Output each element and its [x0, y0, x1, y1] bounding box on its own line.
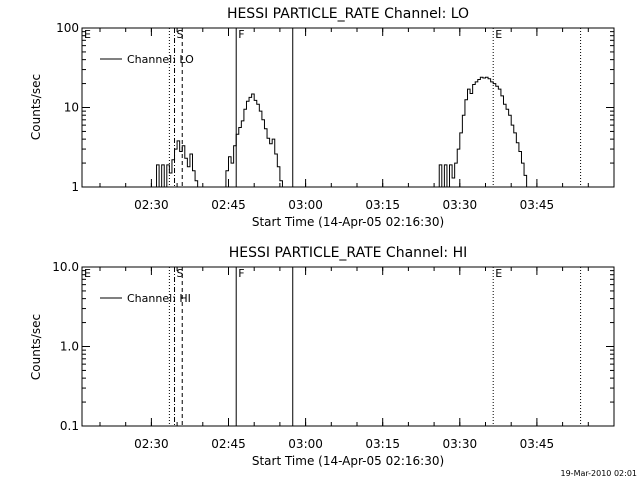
legend-label: Channel: HI	[127, 292, 191, 305]
legend-label: Channel: LO	[127, 53, 194, 66]
x-tick-label: 03:00	[288, 198, 323, 212]
series-line-0	[153, 76, 530, 188]
event-marker-label: F	[238, 28, 244, 41]
chart-title: HESSI PARTICLE_RATE Channel: LO	[227, 6, 469, 22]
x-axis-label: Start Time (14-Apr-05 02:16:30)	[252, 454, 444, 468]
y-axis-label: Counts/sec	[29, 314, 43, 380]
event-marker-label: E	[495, 28, 502, 41]
x-tick-label: 02:30	[134, 437, 169, 451]
y-tick-label: 10	[64, 101, 79, 115]
x-tick-label: 03:15	[365, 437, 400, 451]
y-tick-label: 1	[71, 180, 79, 194]
x-tick-label: 03:45	[520, 198, 555, 212]
x-tick-label: 03:30	[443, 198, 478, 212]
plot-frame	[81, 266, 615, 427]
event-marker-label: E	[495, 267, 502, 280]
chart-panel-1: HESSI PARTICLE_RATE Channel: HI E S F E 02:30…	[29, 245, 615, 468]
event-marker-label: S	[177, 267, 184, 280]
x-axis-label: Start Time (14-Apr-05 02:16:30)	[252, 215, 444, 229]
x-tick-label: 02:30	[134, 198, 169, 212]
footer-timestamp: 19-Mar-2010 02:01	[561, 469, 638, 478]
y-tick-label: 1.0	[60, 340, 79, 354]
x-tick-label: 03:45	[520, 437, 555, 451]
y-tick-label: 10.0	[52, 260, 79, 274]
x-tick-label: 03:00	[288, 437, 323, 451]
event-marker-label: E	[84, 267, 91, 280]
x-tick-label: 03:30	[443, 437, 478, 451]
x-tick-label: 02:45	[211, 198, 246, 212]
y-axis-label: Counts/sec	[29, 74, 43, 140]
chart-title: HESSI PARTICLE_RATE Channel: HI	[229, 245, 467, 261]
plot-frame	[81, 27, 615, 188]
x-tick-label: 02:45	[211, 437, 246, 451]
y-tick-label: 0.1	[60, 419, 79, 433]
x-tick-label: 03:15	[365, 198, 400, 212]
event-marker-label: S	[177, 28, 184, 41]
event-marker-label: F	[238, 267, 244, 280]
y-tick-label: 100	[56, 21, 79, 35]
event-marker-label: E	[84, 28, 91, 41]
chart-panel-0: HESSI PARTICLE_RATE Channel: LO E S F E 02:30…	[29, 6, 615, 229]
